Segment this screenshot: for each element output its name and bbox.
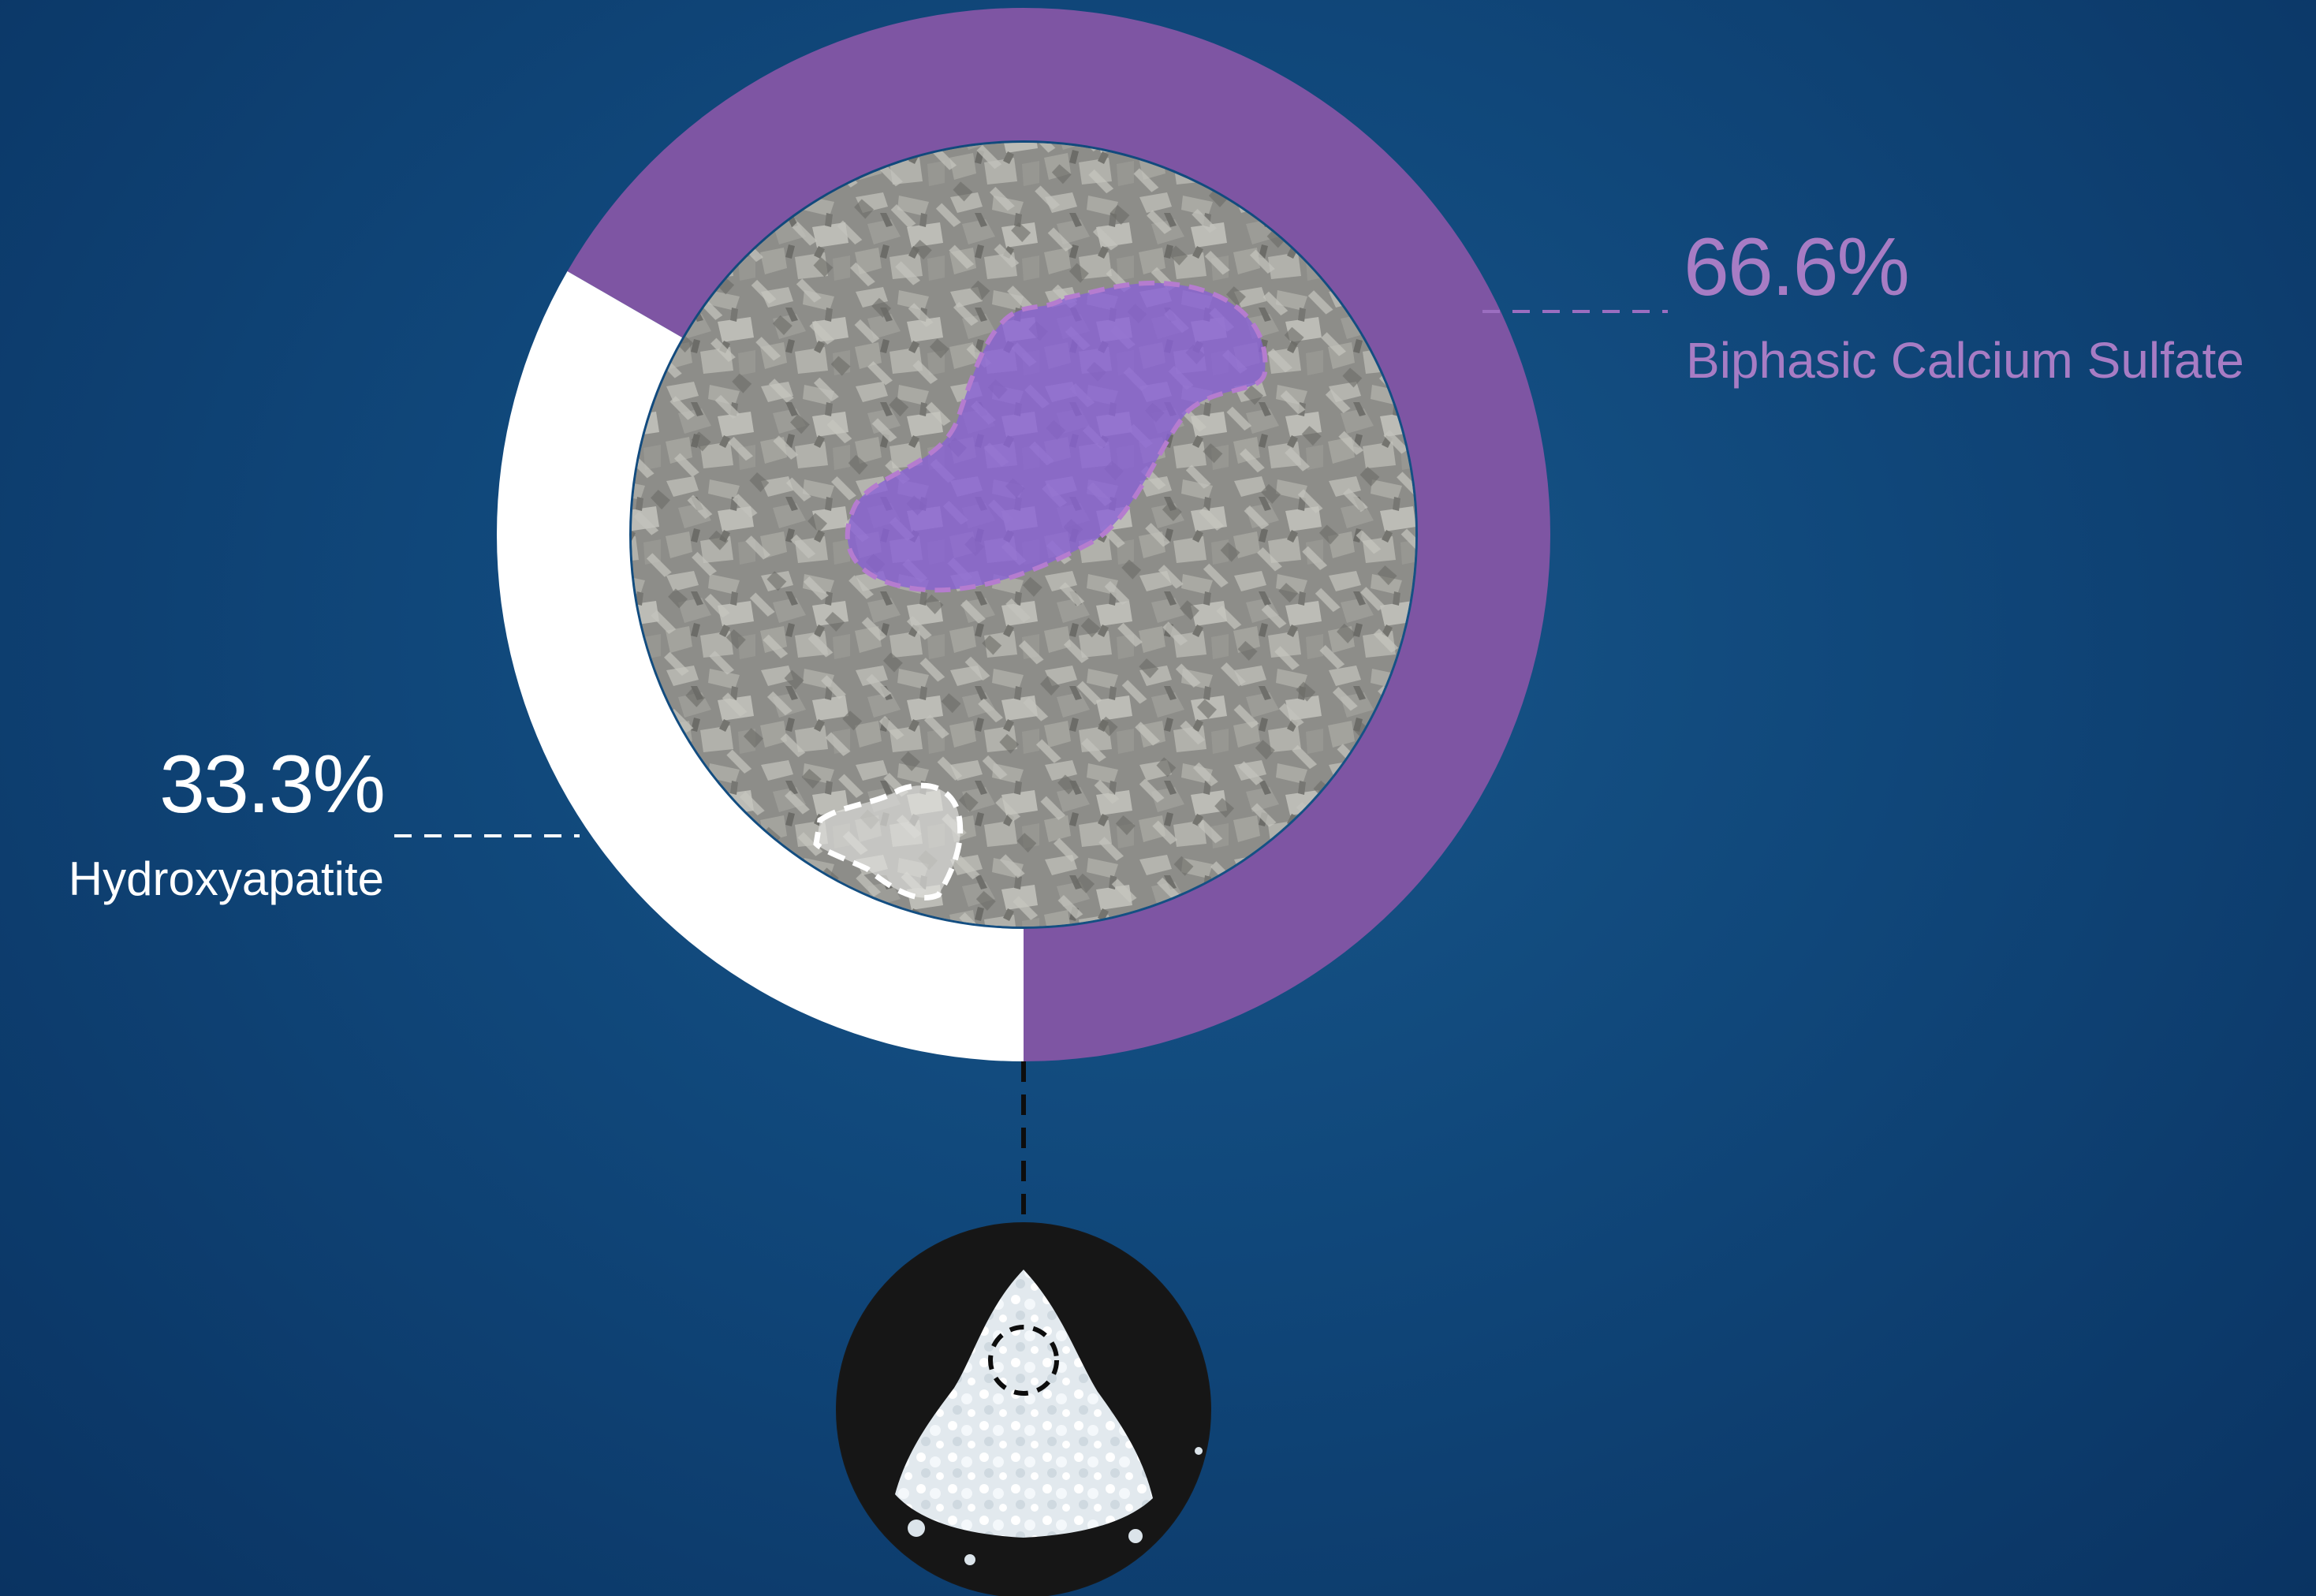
hydroxyapatite-region [813, 782, 964, 901]
bcs-name-label: Biphasic Calcium Sulfate [1686, 332, 2244, 389]
powder-focus-ring [988, 1325, 1059, 1396]
hydroxyapatite-percent-label: 33.3% [159, 739, 386, 830]
hydroxyapatite-name-label: Hydroxyapatite [68, 852, 384, 905]
donut-chart [497, 8, 1550, 1061]
donut-slice-hydroxyapatite [497, 271, 1024, 1061]
biphasic-calcium-sulfate-region [845, 280, 1268, 593]
powder-photo-icon [836, 1222, 1211, 1596]
sem-micrograph-icon [632, 143, 1415, 927]
bcs-percent-label: 66.6% [1684, 222, 1910, 313]
